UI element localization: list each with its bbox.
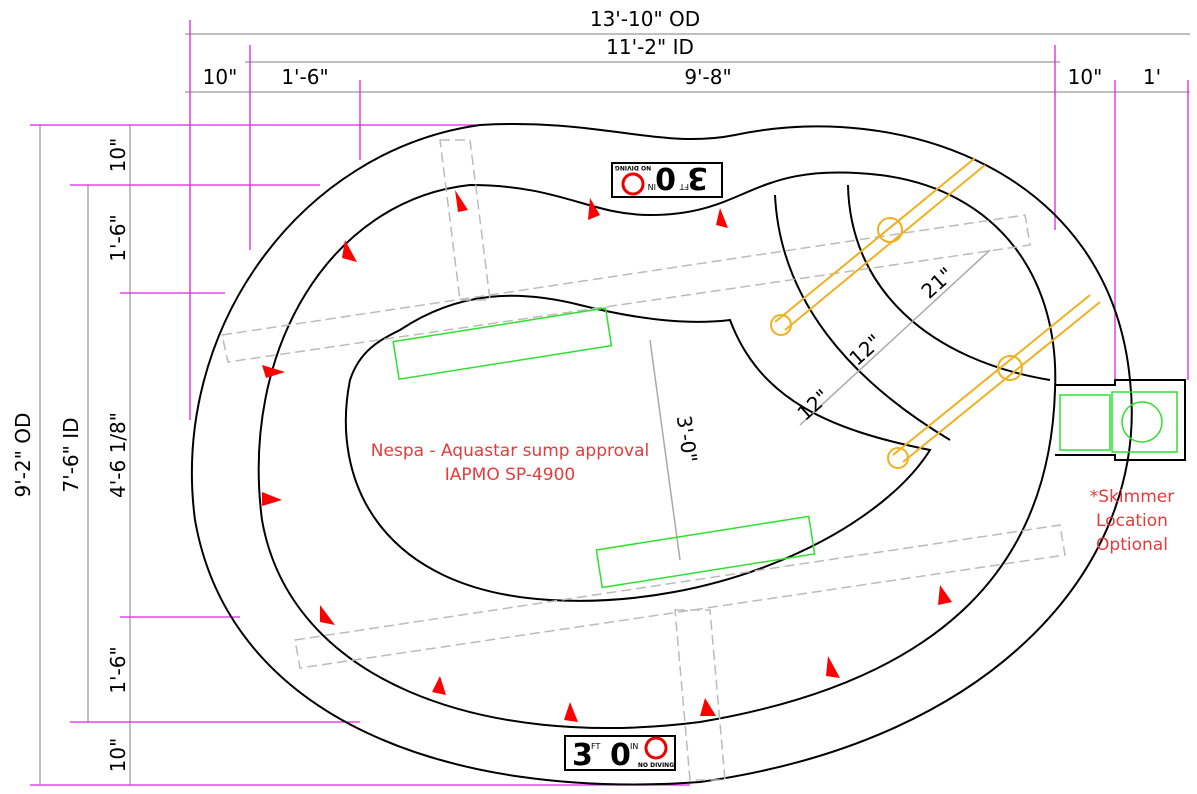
depth-feet: 3 [687, 160, 708, 195]
sump-note: Nespa - Aquastar sump approval [371, 441, 649, 461]
skimmer-note: *Skimmer [1090, 487, 1174, 507]
depth-marker-bottom: 3 FT 0 IN NO DIVING [565, 736, 675, 773]
dimension-lines [30, 20, 1190, 785]
dim-overall-width: 13'-10" OD [590, 7, 700, 31]
dim-segment: 10" [1068, 65, 1103, 89]
notes: Nespa - Aquastar sump approval IAPMO SP-… [371, 441, 1174, 555]
skimmer-note: Location [1096, 511, 1168, 531]
depth-feet: 3 [572, 738, 593, 773]
depth-warning: NO DIVING [638, 762, 674, 769]
depth-inches: 0 [655, 160, 676, 195]
sump-note: IAPMO SP-4900 [445, 465, 575, 485]
depth-warning: NO DIVING [615, 164, 651, 171]
dim-segment: 1'-6" [106, 214, 130, 261]
depth-feet-unit: FT [591, 742, 600, 751]
dim-segment: 4'-6 1/8" [106, 412, 130, 498]
dimension-text: 13'-10" OD 11'-2" ID 10" 1'-6" 9'-8" 10"… [11, 7, 1161, 772]
dim-step: 21" [916, 262, 958, 303]
dim-segment: 9'-8" [684, 65, 731, 89]
depth-feet-unit: FT [680, 182, 689, 191]
dim-island: 3'-0" [672, 414, 702, 464]
dim-inner-height: 7'-6" ID [59, 417, 83, 492]
depth-inches-unit: IN [630, 742, 638, 751]
dim-segment: 1' [1143, 65, 1161, 89]
step-lights [771, 158, 1100, 468]
dim-segment: 1'-6" [281, 65, 328, 89]
pool-plan: 3 FT 0 IN NO DIVING 3 FT 0 IN NO DIVING … [0, 0, 1197, 794]
depth-inches: 0 [610, 738, 631, 773]
depth-marker-top: 3 FT 0 IN NO DIVING [612, 160, 722, 197]
dim-inner-width: 11'-2" ID [606, 35, 694, 59]
skimmer-note: Optional [1096, 535, 1168, 555]
dim-segment: 10" [106, 138, 130, 173]
depth-inches-unit: IN [648, 182, 656, 191]
dim-segment: 10" [203, 65, 238, 89]
dim-segment: 10" [106, 738, 130, 773]
dim-overall-height: 9'-2" OD [11, 413, 35, 498]
dim-step: 12" [844, 329, 886, 370]
dim-segment: 1'-6" [106, 646, 130, 693]
